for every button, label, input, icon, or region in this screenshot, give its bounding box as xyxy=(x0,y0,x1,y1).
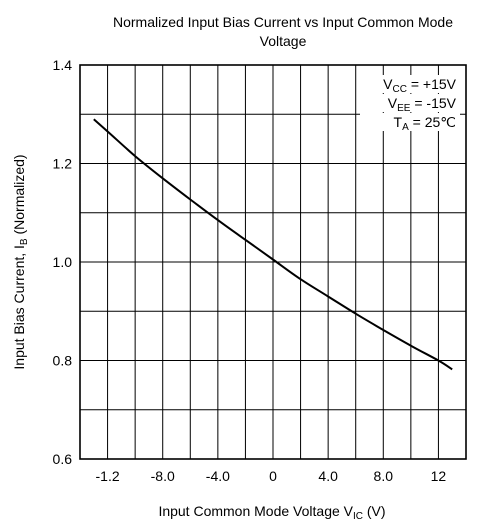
y-tick-label: 1.2 xyxy=(53,156,73,172)
chart-title-line2: Voltage xyxy=(260,33,307,49)
x-axis-label: Input Common Mode Voltage VIC (V) xyxy=(158,503,385,522)
x-tick-label: 0 xyxy=(269,468,277,484)
series-line xyxy=(93,118,453,371)
condition-label: VCC = +15V xyxy=(383,76,457,95)
x-tick-label: 4.0 xyxy=(318,468,338,484)
condition-background xyxy=(360,75,460,93)
y-tick-labels: 0.6 0.8 1.0 1.2 1.4 xyxy=(53,57,73,467)
x-tick-label: 12 xyxy=(431,468,447,484)
x-tick-label: 8.0 xyxy=(374,468,394,484)
condition-label: VEE = -15V xyxy=(388,95,457,114)
chart-title-line1: Normalized Input Bias Current vs Input C… xyxy=(113,14,453,30)
y-tick-label: 1.0 xyxy=(53,254,73,270)
y-tick-label: 0.6 xyxy=(53,451,73,467)
condition-background xyxy=(360,113,460,131)
x-tick-label: -4.0 xyxy=(206,468,230,484)
y-tick-label: 0.8 xyxy=(53,353,73,369)
y-tick-label: 1.4 xyxy=(53,57,73,73)
condition-background xyxy=(360,94,460,112)
x-tick-label: -8.0 xyxy=(151,468,175,484)
x-tick-labels: -1.2 -8.0 -4.0 0 4.0 8.0 12 xyxy=(96,468,447,484)
plot-frame xyxy=(79,64,467,460)
condition-label: TA = 25℃ xyxy=(394,114,456,133)
x-tick-label: -1.2 xyxy=(96,468,120,484)
y-axis-label: Input Bias Current, IB (Normalized) xyxy=(11,154,30,369)
